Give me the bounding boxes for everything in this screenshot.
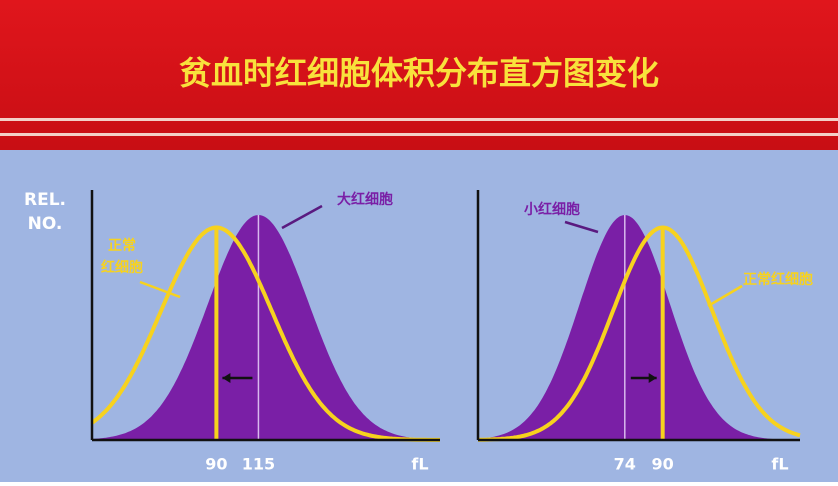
pointer xyxy=(564,220,599,234)
curve xyxy=(90,225,440,442)
series-label: 小红细胞 xyxy=(524,201,580,218)
stripe xyxy=(0,133,838,136)
x-tick-label: 115 xyxy=(242,455,275,474)
series-label: 正常红细胞 xyxy=(743,271,813,288)
curve xyxy=(478,225,801,442)
title: 贫血时红细胞体积分布直方图变化 xyxy=(179,54,659,92)
pointer xyxy=(139,280,181,299)
area xyxy=(92,215,440,440)
header xyxy=(0,0,838,150)
pointer xyxy=(707,284,743,308)
y-axis-label: REL. xyxy=(24,190,66,210)
y-axis-label: NO. xyxy=(28,214,63,234)
series-label: 正常 xyxy=(108,237,136,254)
x-axis-label: fL xyxy=(771,455,788,474)
x-tick-label: 74 xyxy=(614,455,636,474)
series-label: 大红细胞 xyxy=(337,191,393,208)
x-tick-label: 90 xyxy=(205,455,227,474)
x-axis-label: fL xyxy=(411,455,428,474)
pointer xyxy=(281,204,323,230)
stripe xyxy=(0,118,838,121)
arrow-head xyxy=(222,373,231,383)
area xyxy=(478,215,800,440)
series-label: 红细胞 xyxy=(101,259,143,276)
arrow-head xyxy=(648,373,657,383)
x-tick-label: 90 xyxy=(652,455,674,474)
